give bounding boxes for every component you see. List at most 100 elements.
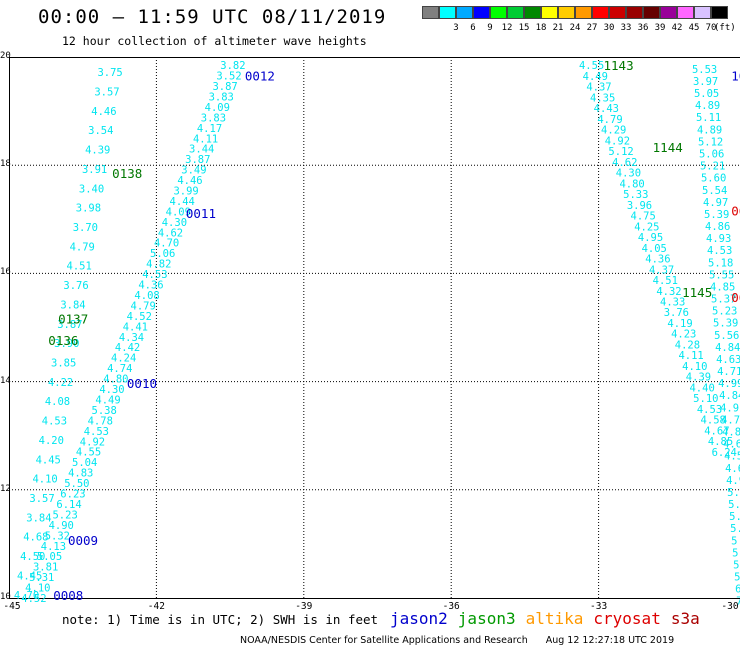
wave-height-value: 4.85: [710, 281, 735, 293]
wave-height-value: 3.87: [212, 81, 237, 93]
longitude-tick-label: -39: [295, 601, 313, 612]
wave-height-value: 5.23: [52, 509, 77, 521]
wave-height-value: 5.10: [693, 393, 718, 405]
wave-height-value: 4.58: [701, 415, 726, 427]
wave-height-value: 4.09: [205, 102, 230, 114]
colorbar-swatch: [558, 6, 575, 19]
colorbar-units: (ft): [714, 23, 736, 33]
wave-height-value: 4.20: [39, 435, 64, 447]
wave-height-value: 4.95: [638, 232, 663, 244]
wave-height-value: 4.79: [70, 241, 95, 253]
wave-height-value: 4.33: [660, 297, 685, 309]
wave-height-value: 4.37: [586, 82, 611, 94]
pass-number-label: 1144: [653, 140, 683, 155]
wave-height-value: 5.54: [702, 185, 727, 197]
latitude-tick-label: 10: [0, 592, 11, 602]
wave-height-value: 4.85: [722, 426, 740, 438]
wave-height-value: 4.75: [631, 211, 656, 223]
wave-height-value: 4.85: [708, 436, 733, 448]
wave-height-value: 6.24: [712, 447, 737, 459]
latitude-tick-label: 12: [0, 483, 11, 494]
wave-height-value: 4.55: [76, 447, 101, 459]
colorbar-swatch: [541, 6, 558, 19]
wave-height-value: 4.53: [142, 269, 167, 281]
wave-height-value: 4.10: [682, 361, 707, 373]
pass-number-label: 0009: [68, 533, 98, 548]
wave-height-value: 5.32: [45, 530, 70, 542]
wave-height-value: 5.53: [692, 64, 717, 76]
wave-height-value: 4.36: [138, 280, 163, 292]
colorbar-tick-label: 30: [603, 23, 615, 33]
map-subtitle: 12 hour collection of altimeter wave hei…: [62, 34, 367, 48]
wave-height-value: 5.31: [729, 511, 740, 523]
wave-height-value: 5.50: [64, 478, 89, 490]
wave-height-value: 4.36: [645, 254, 670, 266]
wave-height-value: 3.70: [73, 222, 98, 234]
wave-height-value: 3.99: [173, 185, 198, 197]
wave-height-value: 4.51: [653, 275, 678, 287]
wave-height-value: 5.12: [698, 136, 723, 148]
wave-height-value: 4.49: [583, 71, 608, 83]
wave-height-value: 3.87: [57, 319, 82, 331]
wave-height-value: 3.49: [181, 165, 206, 177]
wave-height-value: 3.91: [82, 164, 107, 176]
wave-height-value: 4.05: [642, 243, 667, 255]
wave-height-value: 4.68: [23, 532, 48, 544]
colorbar-tick-label: 3: [453, 23, 459, 33]
wave-height-value: 4.89: [697, 124, 722, 136]
wave-height-value: 6.02: [735, 584, 740, 596]
wave-height-value: 4.13: [41, 541, 66, 553]
wave-height-value: 4.45: [36, 454, 61, 466]
legend-s3a: s3a: [670, 609, 700, 628]
altimeter-map: 3.75 3.57 4.46 3.54 4.39 3.91 3.40 3.98 3.70 4.79…: [9, 57, 740, 607]
colorbar-tick-label: 39: [654, 23, 666, 33]
wave-height-value: 4.28: [675, 339, 700, 351]
wave-height-value: 4.92: [605, 135, 630, 147]
footer: NOAA/NESDIS Center for Satellite Applica…: [240, 635, 674, 646]
wave-height-value: 4.39: [85, 145, 110, 157]
wave-height-value: 3.57: [29, 493, 54, 505]
wave-height-value: 4.92: [80, 436, 105, 448]
colorbar-swatch: [660, 6, 677, 19]
wave-height-value: 5.03: [727, 487, 740, 499]
colorbar-swatch: [711, 6, 728, 19]
wave-height-value: 3.44: [189, 144, 214, 156]
wave-height-value: 4.79: [131, 300, 156, 312]
colorbar-tick-label: 21: [552, 23, 564, 33]
wave-height-value: 4.71: [717, 366, 740, 378]
colorbar-swatch: [592, 6, 609, 19]
wave-height-value: 4.32: [656, 286, 681, 298]
wave-height-value: 4.29: [601, 125, 626, 137]
wave-height-value: 4.67: [704, 425, 729, 437]
colorbar-tick-label: 42: [671, 23, 683, 33]
longitude-tick-label: -30: [721, 601, 739, 612]
wave-height-value: 4.91: [720, 402, 740, 414]
colorbar-swatch: [626, 6, 643, 19]
wave-height-value: 3.76: [664, 307, 689, 319]
wave-height-value: 5.21: [700, 161, 725, 173]
wave-height-value: 4.93: [706, 233, 731, 245]
wave-height-value: 4.42: [115, 342, 140, 354]
legend-jason3: jason3: [457, 609, 516, 628]
colorbar-swatch: [575, 6, 592, 19]
longitude-tick-label: -36: [442, 601, 460, 612]
wave-height-value: 5.05: [37, 551, 62, 563]
colorbar-tick-label: 9: [487, 23, 493, 33]
pass-number-label: 10: [731, 68, 740, 83]
wave-height-value: 4.82: [146, 259, 171, 271]
wave-height-value: 4.53: [707, 245, 732, 257]
wave-height-value: 4.99: [718, 378, 740, 390]
colorbar-tick-label: 24: [569, 23, 581, 33]
wave-height-value: 5.12: [608, 146, 633, 158]
wave-height-value: 3.90: [54, 338, 79, 350]
wave-height-value: 7.23: [736, 596, 740, 607]
wave-height-value: 4.53: [84, 426, 109, 438]
wave-height-value: 4.80: [619, 178, 644, 190]
wave-height-value: 4.43: [594, 103, 619, 115]
colorbar-tick-label: 12: [501, 23, 513, 33]
wave-height-value: 6.23: [60, 489, 85, 501]
wave-height-value: 5.31: [29, 572, 54, 584]
wave-height-value: 4.34: [119, 332, 144, 344]
footer-timestamp: Aug 12 12:27:18 UTC 2019: [545, 635, 675, 646]
wave-height-value: 4.22: [48, 377, 73, 389]
